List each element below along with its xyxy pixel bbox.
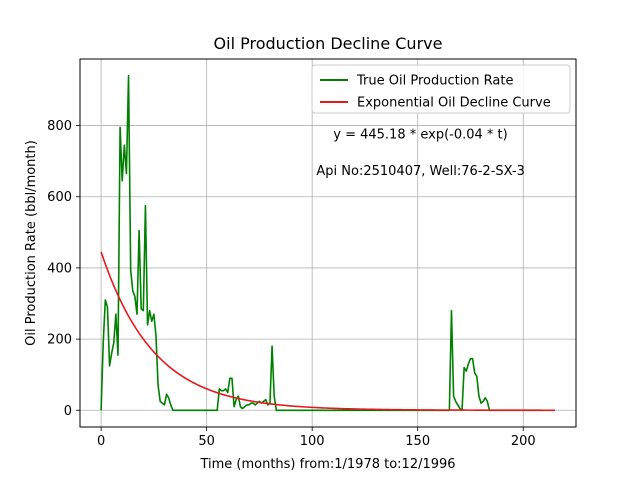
y-tick-label: 600 — [47, 190, 72, 205]
equation-annotation: y = 445.18 * exp(-0.04 * t) — [333, 127, 507, 142]
axis-ticks: 0 50 100 150 200 0 200 400 600 800 — [47, 119, 535, 449]
x-tick-label: 0 — [97, 434, 105, 449]
legend-label-true-rate: True Oil Production Rate — [356, 74, 513, 89]
well-annotation: Api No:2510407, Well:76-2-SX-3 — [316, 164, 524, 179]
legend-label-decline-curve: Exponential Oil Decline Curve — [357, 96, 551, 111]
y-axis-label: Oil Production Rate (bbl/month) — [24, 140, 39, 346]
y-tick-label: 400 — [47, 261, 72, 276]
x-tick-label: 100 — [300, 434, 325, 449]
x-tick-label: 200 — [511, 434, 536, 449]
y-tick-label: 0 — [64, 404, 72, 419]
x-tick-label: 150 — [405, 434, 430, 449]
chart-title: Oil Production Decline Curve — [214, 34, 443, 53]
plot-lines — [100, 74, 555, 412]
x-axis-label: Time (months) from:1/1978 to:12/1996 — [199, 457, 455, 472]
legend-box — [311, 64, 571, 114]
axes-frame — [79, 58, 577, 428]
legend: True Oil Production Rate Exponential Oil… — [311, 64, 571, 114]
series-true-oil-production-rate — [100, 74, 555, 412]
series-exponential-decline-curve — [100, 251, 555, 412]
y-tick-label: 800 — [47, 119, 72, 134]
y-tick-label: 200 — [47, 333, 72, 348]
x-tick-label: 50 — [198, 434, 215, 449]
